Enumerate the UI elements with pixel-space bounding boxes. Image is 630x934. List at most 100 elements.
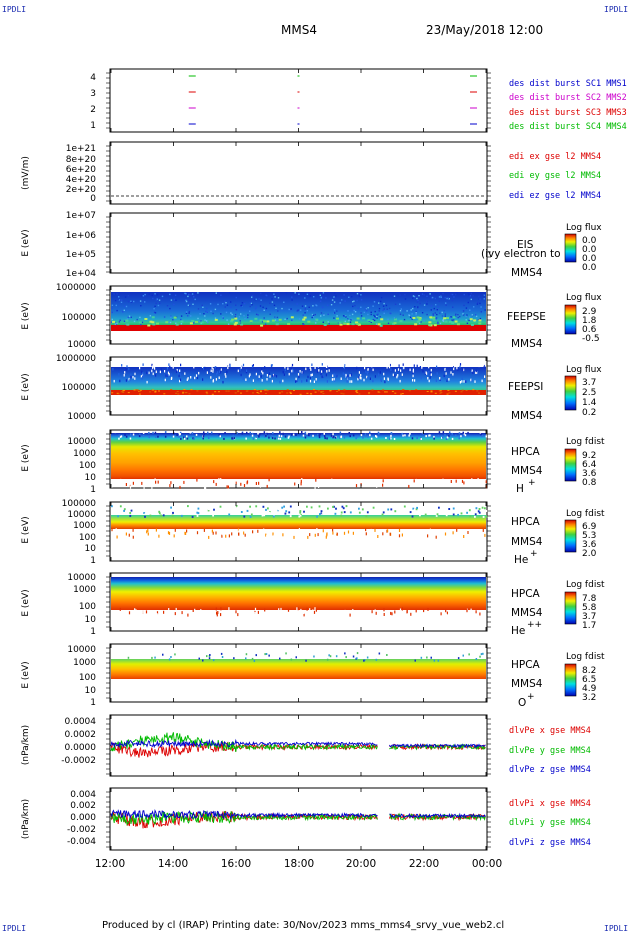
feepsi-speckle-orange [127,392,130,394]
y-axis-label: E (eV) [21,302,31,329]
y-tick-label: 1000 [73,585,96,595]
hpca-h-speckle-red [204,485,206,489]
feepsi-speckle [113,379,115,383]
hpca-he1-speckle-red [407,534,409,538]
feepse-speckle [423,320,425,322]
feepsi-speckle [425,371,427,374]
feepse-speckle [472,295,474,297]
legend-edi-ey: edi ey gse l2 MMS4 [509,171,601,181]
hpca-he1-speckle-red [144,535,146,539]
hpca-h-speckle [148,431,150,434]
feepse-speckle [455,293,457,296]
feepse-speckle [465,319,467,321]
y-tick-label: 10 [85,544,97,554]
feepsi-speckle [193,377,195,380]
feepse-speckle [450,316,452,318]
feepsi-speckle-orange [402,389,405,390]
feepsi-speckle-orange [408,390,411,392]
instrument-label: FEEPSI [508,381,543,393]
hpca-h-speckle [385,437,387,439]
feepsi-speckle [143,374,145,377]
panel-hpca-he1-labels: 100000 10000 1000 100 10 1 E (eV) HPCA M… [21,499,605,566]
hpca-he1-speckle [333,505,335,508]
hpca-he1-speckle-red [185,532,187,535]
feepse-speckle [403,318,406,321]
hpca-he1-speckle-red [269,535,271,539]
spacecraft-label: MMS4 [511,678,543,690]
spacecraft-label: MMS4 [511,465,543,477]
feepse-speckle [430,298,433,300]
hpca-he1-speckle-red [367,535,369,539]
feepse-speckle [114,323,116,325]
feepse-speckle [149,315,152,317]
hpca-h-speckle-red [447,479,449,483]
feepsi-speckle-orange [310,393,312,395]
hpca-o-speckle [414,659,416,662]
hpca-he2-speckle-red [192,609,194,612]
hpca-he1-speckle [481,506,484,509]
feepsi-speckle [470,378,472,382]
feepse-speckle [260,292,262,295]
feepsi-speckle [275,375,278,378]
hpca-he1-speckle [303,510,305,513]
hpca-h-speckle-red [390,480,392,483]
feepsi-speckle [345,375,348,379]
feepsi-speckle [126,365,128,368]
colorbar-title: Log flux [566,223,602,233]
hpca-h-speckle [203,431,205,434]
feepse-speckle [168,321,170,323]
hpca-h-speckle [288,435,290,438]
feepse-speckle [469,295,472,297]
hpca-h-speckle [348,432,350,434]
hpca-h-speckle-red [423,479,425,483]
feepse-speckle [430,305,433,307]
feepsi-speckle-orange [170,389,173,390]
feepse-speckle-green [175,323,179,326]
feepse-speckle [142,295,144,297]
feepsi-speckle [309,376,311,380]
hpca-h-speckle [352,434,355,437]
feepsi-speckle [210,376,212,379]
hpca-h-speckle-red [218,478,220,482]
feepsi-speckle-orange [356,392,359,394]
feepse-speckle [255,306,257,308]
hpca-he2-speckle-red [142,610,144,614]
hpca-o-speckle [305,659,307,662]
colorbar-title: Log fdist [566,437,605,447]
feepsi-speckle [325,373,327,377]
hpca-o-speckle [279,657,281,660]
feepsi-speckle [216,373,218,376]
feepse-speckle-green [189,322,193,325]
hpca-h-speckle [411,437,414,440]
hpca-he1-speckle-red [266,534,268,538]
y-tick-label: 0.002 [70,801,96,811]
feepse-speckle [118,296,120,298]
hpca-he1-speckle [207,508,210,511]
y-axis-label: E (eV) [21,229,31,256]
hpca-he1-speckle [289,515,292,518]
feepse-speckle [457,316,459,319]
feepse-speckle [378,310,380,312]
colorbar-title: Log fdist [566,580,605,590]
feepsi-speckle-orange [135,389,138,391]
hpca-he1-speckle [255,505,258,508]
feepsi-speckle [225,375,227,378]
feepse-speckle [400,308,402,310]
feepsi-speckle-orange [384,391,386,393]
feepse-speckle [185,299,187,302]
feepsi-speckle [252,379,254,382]
hpca-he1-speckle [416,506,418,509]
colorbar-feepsi [564,375,577,411]
feepsi-speckle [379,371,381,374]
hpca-h-speckle-red [205,485,207,489]
hpca-he2-speckle-red [349,613,351,617]
hpca-he2-speckle-red [375,611,377,615]
feepsi-speckle [394,369,396,372]
hpca-h-speckle-red [485,480,487,484]
feepse-speckle [316,304,318,307]
hpca-he2-band [111,577,486,610]
hpca-o-speckle [233,657,235,660]
feepse-speckle [442,319,445,321]
feepse-speckle [423,304,426,306]
feepse-speckle [349,314,351,317]
